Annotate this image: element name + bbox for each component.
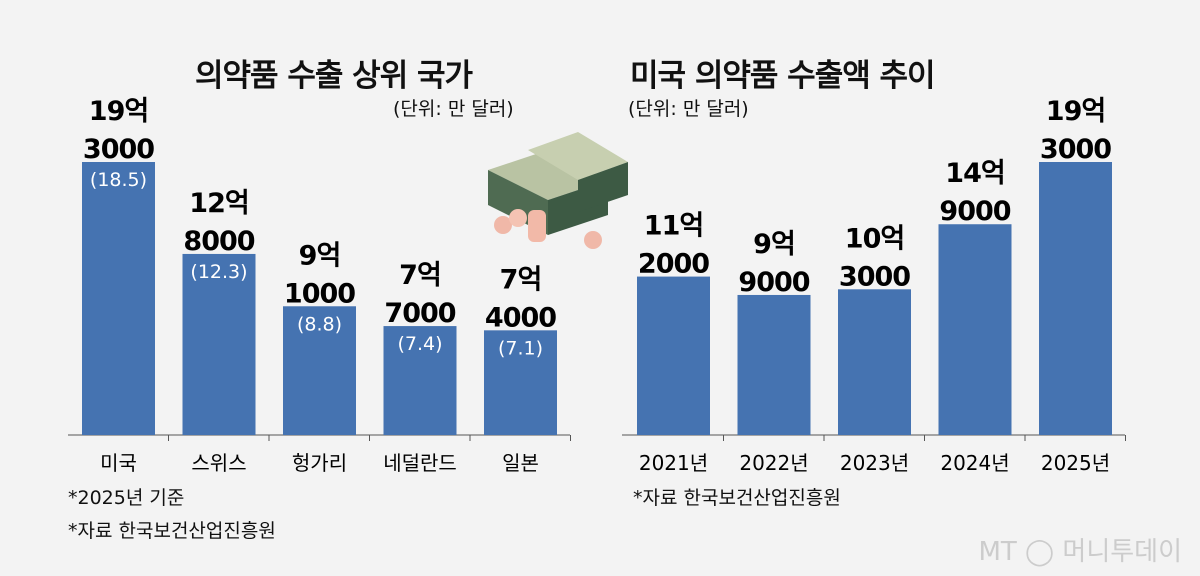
- bar: [737, 294, 811, 435]
- bar: [383, 326, 457, 435]
- bar: [484, 330, 557, 435]
- value-label-top: 7억: [500, 264, 542, 295]
- value-label-bottom: 8000: [183, 226, 254, 257]
- category-label: 2024년: [940, 451, 1009, 475]
- value-label-top: 7억: [399, 260, 441, 291]
- share-label: (7.4): [397, 333, 442, 355]
- value-label-bottom: 9000: [939, 196, 1010, 227]
- value-label-bottom: 1000: [284, 278, 355, 309]
- bar: [838, 289, 911, 435]
- share-label: (8.8): [297, 313, 342, 335]
- category-label: 스위스: [191, 451, 246, 475]
- value-label-top: 12억: [189, 188, 248, 219]
- bar: [82, 162, 155, 435]
- share-label: (7.1): [498, 337, 543, 359]
- value-label-top: 11억: [644, 211, 703, 242]
- right-note-1: *자료 한국보건산업진흥원: [633, 487, 841, 509]
- share-label: (12.3): [190, 261, 247, 283]
- money-illustration: [488, 132, 628, 249]
- left-chart-title: 의약품 수출 상위 국가: [195, 58, 473, 94]
- value-label-top: 9억: [753, 229, 795, 260]
- category-label: 미국: [100, 451, 137, 475]
- value-label-bottom: 2000: [638, 249, 709, 280]
- share-label: (18.5): [90, 169, 147, 191]
- value-label-bottom: 3000: [83, 134, 154, 165]
- category-label: 2022년: [739, 451, 808, 475]
- value-label-bottom: 3000: [839, 261, 910, 292]
- left-note-2: *자료 한국보건산업진흥원: [68, 520, 276, 542]
- left-unit-label: (단위: 만 달러): [393, 98, 514, 120]
- category-label: 2025년: [1041, 451, 1110, 475]
- category-label: 네덜란드: [383, 451, 457, 475]
- bar: [1039, 162, 1112, 435]
- value-label-bottom: 7000: [384, 298, 455, 329]
- category-label: 2023년: [840, 451, 909, 475]
- left-note-1: *2025년 기준: [68, 487, 185, 509]
- category-label: 2021년: [639, 451, 708, 475]
- value-label-top: 14억: [945, 158, 1004, 189]
- logo: MT ◯ 머니투데이: [978, 537, 1182, 567]
- bar: [637, 276, 710, 435]
- value-label-top: 19억: [89, 96, 148, 127]
- value-label-top: 19억: [1046, 96, 1105, 127]
- value-label-top: 10억: [845, 223, 904, 254]
- value-label-top: 9억: [299, 240, 341, 271]
- bar: [182, 253, 256, 435]
- bar: [938, 224, 1012, 435]
- bar: [283, 306, 356, 435]
- category-label: 헝가리: [292, 451, 347, 475]
- value-label-bottom: 4000: [485, 302, 556, 333]
- right-unit-label: (단위: 만 달러): [628, 98, 749, 120]
- value-label-bottom: 3000: [1040, 134, 1111, 165]
- right-chart-title: 미국 의약품 수출액 추이: [630, 58, 936, 94]
- value-label-bottom: 9000: [738, 267, 809, 298]
- category-label: 일본: [502, 451, 539, 475]
